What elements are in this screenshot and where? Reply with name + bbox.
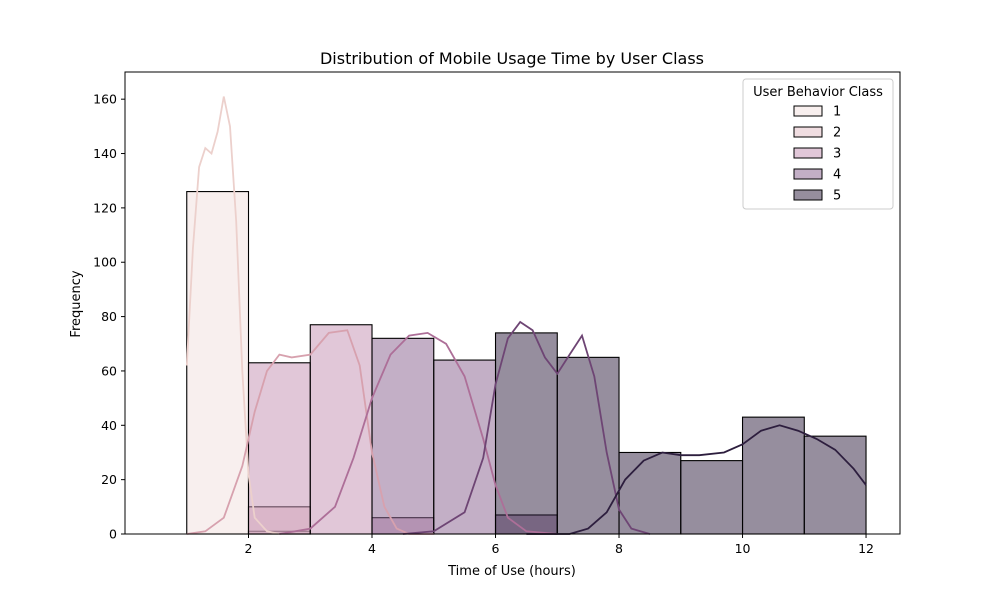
histogram-bar-class-4 xyxy=(371,337,435,535)
legend-swatch-class-2 xyxy=(793,126,823,138)
axes-frame xyxy=(124,71,901,535)
y-tick-label: 80 xyxy=(101,309,117,324)
histogram-bar-class-5 xyxy=(618,451,682,535)
y-tick-label: 100 xyxy=(93,255,117,270)
y-tick-label: 140 xyxy=(93,146,117,161)
chart-title: Distribution of Mobile Usage Time by Use… xyxy=(320,49,704,68)
histogram-bar-class-5 xyxy=(741,416,805,535)
histogram-bar-class-5 xyxy=(680,460,744,535)
legend-label-class-1: 1 xyxy=(833,105,841,120)
y-tick-label: 120 xyxy=(93,200,117,215)
y-axis-title: Frequency xyxy=(69,270,84,337)
histogram-bar-class-5 xyxy=(803,435,867,535)
legend-box xyxy=(742,78,894,210)
x-tick-label: 2 xyxy=(245,541,253,556)
x-tick-label: 6 xyxy=(492,541,500,556)
x-tick-label: 10 xyxy=(735,541,751,556)
legend-label-class-2: 2 xyxy=(833,126,841,141)
y-tick-label: 20 xyxy=(101,472,117,487)
y-tick-label: 160 xyxy=(93,92,117,107)
kde-line-class-2 xyxy=(186,329,434,535)
legend-swatch-class-1 xyxy=(793,105,823,117)
legend-label-class-3: 3 xyxy=(833,147,841,162)
y-tick-label: 40 xyxy=(101,418,117,433)
legend-label-class-4: 4 xyxy=(833,168,841,183)
kde-line-class-4 xyxy=(402,320,651,535)
y-tick-label: 0 xyxy=(109,527,117,542)
x-axis-title: Time of Use (hours) xyxy=(447,564,576,579)
legend-label-class-5: 5 xyxy=(833,189,841,204)
legend-swatch-class-5 xyxy=(793,189,823,201)
x-tick-label: 12 xyxy=(858,541,874,556)
kde-line-class-1 xyxy=(185,96,280,535)
x-tick-label: 8 xyxy=(615,541,623,556)
y-tick-label: 60 xyxy=(101,363,117,378)
histogram-bar-class-3 xyxy=(247,362,311,535)
histogram-bar-class-5 xyxy=(494,332,558,535)
x-tick-label: 4 xyxy=(368,541,376,556)
legend-title: User Behavior Class xyxy=(753,85,883,100)
legend-swatch-class-3 xyxy=(793,147,823,159)
kde-line-class-5 xyxy=(526,424,867,535)
kde-line-class-3 xyxy=(279,331,558,535)
histogram-bar-class-1 xyxy=(186,191,250,535)
legend: User Behavior Class 1 2 3 4 5 xyxy=(742,78,894,210)
legend-swatch-class-4 xyxy=(793,168,823,180)
